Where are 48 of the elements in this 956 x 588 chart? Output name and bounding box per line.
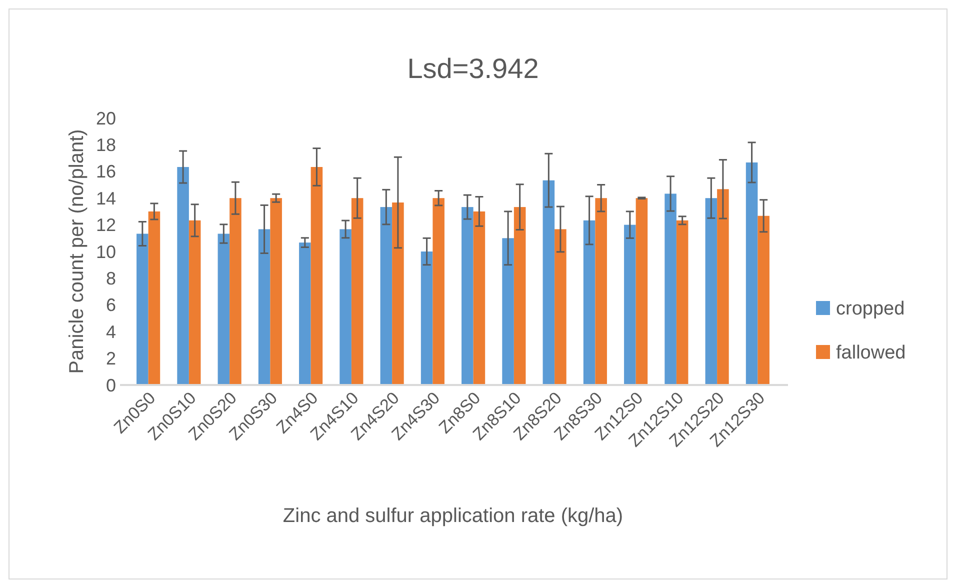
bar (299, 242, 311, 385)
bar (636, 198, 648, 385)
bar (432, 198, 444, 385)
bar (554, 229, 566, 385)
bar (705, 198, 718, 385)
y-tick-label: 4 (106, 322, 116, 342)
bar (420, 252, 433, 385)
bar (583, 220, 596, 385)
y-tick-label: 6 (106, 295, 116, 316)
bar (380, 207, 392, 385)
chart-title: Lsd=3.942 (407, 53, 539, 84)
x-axis-title: Zinc and sulfur application rate (kg/ha) (282, 505, 624, 527)
bar (664, 194, 676, 385)
bar (340, 229, 352, 385)
bar (392, 202, 404, 385)
y-tick-label: 10 (96, 242, 116, 262)
y-tick-label: 20 (96, 108, 116, 128)
bar (514, 207, 526, 385)
y-tick-label: 0 (106, 375, 116, 396)
bar (136, 234, 148, 385)
bar (351, 198, 364, 385)
bar (270, 198, 282, 385)
bar (230, 198, 242, 385)
y-tick-label: 18 (96, 135, 116, 155)
bar (177, 166, 189, 385)
bar (624, 224, 636, 385)
bar (758, 216, 770, 385)
bar (746, 162, 758, 385)
bar (462, 207, 474, 385)
bar (595, 198, 607, 385)
bar (188, 220, 201, 385)
y-tick-label: 8 (106, 268, 116, 288)
bar (473, 211, 486, 385)
y-tick-label: 2 (106, 348, 116, 369)
bar (310, 166, 323, 385)
legend-label: fallowed (836, 342, 906, 364)
bar (148, 211, 160, 385)
y-tick-label: 14 (96, 188, 116, 208)
bar (676, 220, 688, 385)
bar (258, 229, 270, 385)
bar (218, 234, 230, 385)
y-tick-label: 12 (96, 215, 116, 236)
bar (502, 238, 514, 385)
bar (542, 180, 555, 385)
y-tick-label: 16 (96, 162, 116, 182)
bar (717, 189, 729, 385)
y-axis-title: Panicle count per (no/plant) (66, 129, 88, 374)
legend-label: cropped (836, 298, 905, 320)
